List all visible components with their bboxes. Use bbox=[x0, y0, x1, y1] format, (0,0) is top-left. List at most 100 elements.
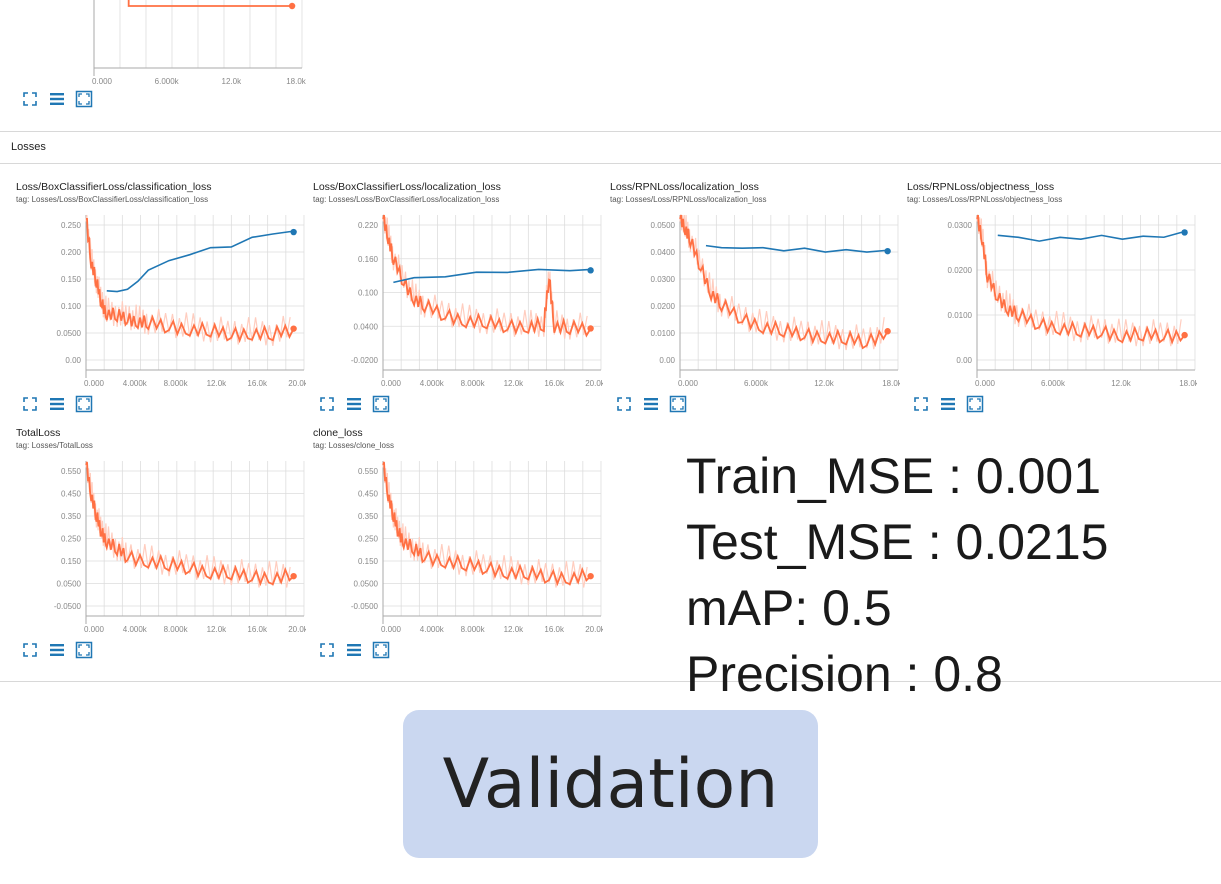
chart-tag: tag: Losses/Loss/BoxClassifierLoss/local… bbox=[313, 195, 500, 204]
train-mse-text: Train_MSE : 0.001 bbox=[686, 448, 1102, 504]
series-line bbox=[976, 214, 1186, 345]
validation-badge: Validation bbox=[403, 710, 818, 858]
toggle-log-icon[interactable] bbox=[939, 395, 957, 413]
y-tick-label: 0.00 bbox=[956, 356, 972, 365]
series-end-point bbox=[290, 228, 297, 236]
x-tick-label: 12.0k bbox=[504, 625, 525, 634]
series-line bbox=[705, 244, 888, 253]
x-tick-label: 8.000k bbox=[164, 625, 189, 634]
y-tick-label: 0.450 bbox=[358, 490, 379, 499]
series-line bbox=[382, 461, 592, 587]
x-tick-label: 20.0k bbox=[288, 625, 306, 634]
y-tick-label: 0.0200 bbox=[651, 302, 676, 311]
chart-0-svg: 0.000 6.000k 12.0k 18.0k bbox=[92, 0, 307, 86]
series-line bbox=[85, 461, 295, 587]
y-tick-label: 0.220 bbox=[358, 221, 379, 230]
series-line bbox=[106, 230, 294, 293]
x-tick-label: 18.0k bbox=[1179, 379, 1197, 388]
grid bbox=[382, 461, 602, 616]
toggle-log-icon[interactable] bbox=[48, 641, 66, 659]
toggle-log-icon[interactable] bbox=[642, 395, 660, 413]
y-tick-label: 0.550 bbox=[61, 467, 82, 476]
x-tick-label: 0.000 bbox=[92, 77, 113, 86]
zoom-icon[interactable] bbox=[75, 90, 93, 108]
toolbar-0 bbox=[21, 90, 93, 108]
fit-domain-icon[interactable] bbox=[615, 395, 633, 413]
y-tick-label: 0.250 bbox=[61, 535, 82, 544]
y-tick-label: 0.0300 bbox=[948, 221, 973, 230]
series-line bbox=[997, 230, 1185, 242]
zoom-icon[interactable] bbox=[372, 641, 390, 659]
grid bbox=[85, 215, 305, 370]
chart-top-partial: 0.000 6.000k 12.0k 18.0k bbox=[80, 0, 310, 90]
section-label[interactable]: Losses bbox=[11, 141, 46, 153]
chart-title: Loss/RPNLoss/localization_loss bbox=[610, 181, 759, 193]
toggle-log-icon[interactable] bbox=[48, 90, 66, 108]
y-tick-label: 0.550 bbox=[358, 467, 379, 476]
x-tick-label: 12.0k bbox=[207, 379, 228, 388]
x-tick-label: 18.0k bbox=[882, 379, 900, 388]
y-tick-label: 0.0300 bbox=[651, 275, 676, 284]
chart-2-svg: 0.220 0.160 0.100 0.0400 -0.0200 0.000 4.000k 8… bbox=[351, 214, 603, 388]
series-end-point bbox=[587, 267, 594, 274]
series-line bbox=[393, 268, 591, 284]
series-raw-line bbox=[679, 214, 885, 351]
chart-tag: tag: Losses/Loss/RPNLoss/localization_lo… bbox=[610, 195, 767, 204]
y-tick-label: 0.350 bbox=[358, 512, 379, 521]
y-tick-label: 0.160 bbox=[358, 255, 379, 264]
x-tick-label: 16.0k bbox=[247, 625, 268, 634]
fit-domain-icon[interactable] bbox=[21, 395, 39, 413]
x-tick-label: 6.000k bbox=[155, 77, 180, 86]
chart-3-svg: 0.0500 0.0400 0.0300 0.0200 0.0100 0.00 0.000 6… bbox=[651, 214, 900, 388]
series-raw-line bbox=[976, 214, 1182, 347]
chart-5-svg: 0.550 0.450 0.350 0.250 0.150 0.0500 -0.0500 0.… bbox=[54, 460, 306, 634]
toolbar-2 bbox=[318, 395, 390, 413]
toggle-log-icon[interactable] bbox=[345, 395, 363, 413]
x-tick-label: 16.0k bbox=[544, 379, 565, 388]
zoom-icon[interactable] bbox=[669, 395, 687, 413]
grid bbox=[976, 215, 1196, 370]
x-tick-label: 18.0k bbox=[286, 77, 307, 86]
zoom-icon[interactable] bbox=[372, 395, 390, 413]
fit-domain-icon[interactable] bbox=[21, 90, 39, 108]
x-tick-label: 8.000k bbox=[461, 625, 486, 634]
chart-tag: tag: Losses/Loss/RPNLoss/objectness_loss bbox=[907, 195, 1063, 204]
x-tick-label: 16.0k bbox=[544, 625, 565, 634]
grid bbox=[93, 0, 303, 68]
chart-title: TotalLoss bbox=[16, 427, 61, 439]
zoom-icon[interactable] bbox=[75, 395, 93, 413]
fit-domain-icon[interactable] bbox=[318, 395, 336, 413]
y-tick-label: -0.0200 bbox=[351, 356, 379, 365]
x-tick-label: 0.000 bbox=[84, 625, 105, 634]
y-tick-label: 0.150 bbox=[61, 557, 82, 566]
toolbar-5 bbox=[21, 641, 93, 659]
x-tick-label: 6.000k bbox=[1041, 379, 1066, 388]
fit-domain-icon[interactable] bbox=[21, 641, 39, 659]
test-mse-text: Test_MSE : 0.0215 bbox=[686, 514, 1109, 570]
x-tick-label: 20.0k bbox=[585, 625, 603, 634]
validation-label: Validation bbox=[442, 744, 779, 824]
fit-domain-icon[interactable] bbox=[912, 395, 930, 413]
toggle-log-icon[interactable] bbox=[48, 395, 66, 413]
series-end-point bbox=[587, 325, 594, 332]
chart-title: Loss/RPNLoss/objectness_loss bbox=[907, 181, 1055, 193]
x-tick-label: 16.0k bbox=[247, 379, 268, 388]
chart-tag: tag: Losses/Loss/BoxClassifierLoss/class… bbox=[16, 195, 209, 204]
grid bbox=[85, 461, 305, 616]
x-tick-label: 0.000 bbox=[381, 379, 402, 388]
series-end-point bbox=[884, 328, 891, 335]
x-tick-label: 6.000k bbox=[744, 379, 769, 388]
toggle-log-icon[interactable] bbox=[345, 641, 363, 659]
zoom-icon[interactable] bbox=[75, 641, 93, 659]
zoom-icon[interactable] bbox=[966, 395, 984, 413]
series-end-point bbox=[1181, 331, 1188, 339]
series-line bbox=[127, 0, 293, 7]
series-end-point bbox=[1181, 229, 1188, 236]
chart-tag: tag: Losses/clone_loss bbox=[313, 441, 394, 450]
fit-domain-icon[interactable] bbox=[318, 641, 336, 659]
series-line bbox=[679, 214, 889, 350]
x-tick-label: 12.0k bbox=[1111, 379, 1132, 388]
x-tick-label: 12.0k bbox=[504, 379, 525, 388]
y-tick-label: 0.200 bbox=[61, 248, 82, 257]
x-tick-label: 12.0k bbox=[207, 625, 228, 634]
